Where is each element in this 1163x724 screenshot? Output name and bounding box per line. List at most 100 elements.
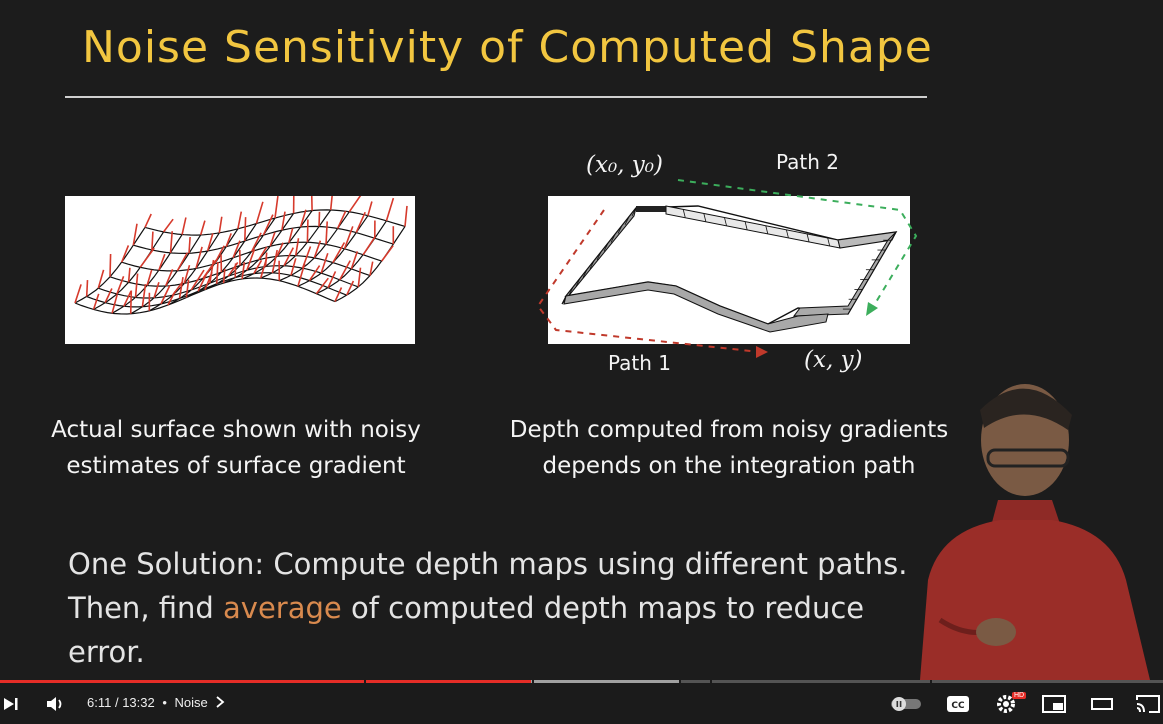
mesh-rib [806, 233, 810, 242]
gradient-needle [153, 281, 160, 299]
gradient-needle [176, 252, 189, 272]
hd-badge: HD [1012, 692, 1027, 699]
autoplay-toggle[interactable] [888, 683, 924, 724]
path-2-arrowhead [866, 302, 878, 316]
mute-button[interactable] [42, 683, 68, 724]
solution-highlight: average [223, 591, 342, 625]
gradient-needle [164, 268, 174, 287]
gradient-needle [262, 214, 274, 236]
gradient-needle [348, 196, 362, 213]
path-2-arrow [677, 179, 918, 313]
mesh-rib [744, 221, 748, 230]
gradient-needle [199, 220, 206, 236]
chapter-marker [364, 680, 366, 683]
cast-icon [1136, 694, 1160, 713]
gradient-needle [209, 259, 215, 284]
right-caption-line-2: depends on the integration path [542, 453, 916, 479]
next-icon [4, 697, 18, 710]
gradient-needle [129, 290, 133, 314]
surface-mesh-drawing [74, 196, 408, 315]
gradient-needle [146, 269, 153, 286]
depth-figure [548, 196, 910, 344]
gradient-needle [404, 205, 408, 227]
cast-button[interactable] [1134, 683, 1162, 724]
gradient-needle [320, 252, 329, 274]
gradient-needle [183, 264, 191, 284]
gradient-needle [345, 280, 355, 296]
gradient-needle [178, 276, 184, 299]
next-button[interactable] [0, 683, 22, 724]
solution-text: One Solution: Compute depth maps using d… [68, 542, 928, 674]
mesh-rib [765, 225, 769, 234]
theater-icon [1091, 697, 1113, 710]
title-divider [65, 96, 927, 98]
gradient-needle [195, 246, 203, 269]
mesh-line [74, 277, 336, 315]
gradient-needle [225, 233, 232, 247]
theater-mode-button[interactable] [1088, 683, 1116, 724]
video-frame[interactable]: Noise Sensitivity of Computed Shape (x₀,… [0, 0, 1163, 680]
chevron-right-icon [216, 696, 225, 708]
mesh-rib [568, 287, 574, 296]
miniplayer-icon [1042, 694, 1066, 713]
slide-title: Noise Sensitivity of Computed Shape [82, 22, 933, 73]
subtitles-button[interactable]: CC [944, 683, 972, 724]
gradient-needle [160, 285, 171, 305]
mesh-rib [682, 209, 686, 218]
gradient-needle [151, 231, 154, 251]
gradient-needle [139, 247, 155, 268]
mesh-rib [624, 216, 630, 225]
gradient-needle [269, 232, 276, 247]
gradient-needle [271, 249, 278, 274]
gradient-needle [385, 197, 395, 222]
chapter-marker [710, 680, 712, 683]
gradient-needle [294, 238, 300, 256]
gradient-needle [120, 245, 130, 263]
gradient-needle [169, 231, 173, 253]
gradient-needle [244, 217, 247, 242]
gradient-needle [141, 283, 147, 307]
duration: 13:32 [122, 695, 155, 710]
gradient-needle [357, 267, 362, 287]
mesh-rib [589, 260, 595, 269]
mesh-rib [827, 237, 831, 247]
chapter-marker [532, 680, 534, 683]
gradient-needle [339, 260, 351, 281]
gradient-needle [167, 291, 176, 306]
gradient-needle [336, 210, 347, 229]
gradient-needle [85, 280, 89, 297]
settings-button[interactable]: HD [992, 683, 1027, 724]
gradient-needle [132, 223, 138, 246]
left-caption: Actual surface shown with noisy estimate… [22, 412, 450, 484]
gradient-needle [327, 271, 337, 289]
miniplayer-button[interactable] [1040, 683, 1068, 724]
path-1-arrowhead [756, 346, 768, 358]
gradient-needle [315, 277, 329, 295]
gradient-needle [246, 248, 256, 271]
chapter-title-button[interactable]: Noise [174, 695, 208, 710]
gradient-needle [355, 211, 366, 233]
gradient-needle [188, 236, 191, 254]
mesh-rib [631, 207, 637, 217]
left-caption-line-2: estimates of surface gradient [66, 453, 406, 479]
gradient-needle [109, 253, 112, 277]
gradient-needle [241, 261, 246, 280]
chapter-bullet: • [162, 695, 167, 710]
left-caption-line-1: Actual surface shown with noisy [51, 417, 421, 443]
gradient-needle [308, 265, 321, 282]
mesh-rib [596, 251, 602, 261]
gradient-needle [144, 213, 152, 228]
path-1-arrow [536, 209, 761, 353]
progress-bar[interactable] [0, 680, 1163, 683]
gradient-needle [104, 288, 113, 303]
mesh-rib [703, 213, 707, 222]
end-point-label: (x, y) [804, 347, 863, 373]
subtitles-icon: CC [947, 695, 969, 712]
mesh-rib [603, 243, 609, 252]
gradient-needle [250, 232, 262, 252]
gradient-needle [369, 261, 374, 276]
current-time: 6:11 [87, 695, 112, 710]
solution-part-2: of computed depth maps to reduce error. [68, 591, 865, 669]
gradient-needle [74, 284, 82, 304]
mesh-rib [575, 278, 581, 287]
